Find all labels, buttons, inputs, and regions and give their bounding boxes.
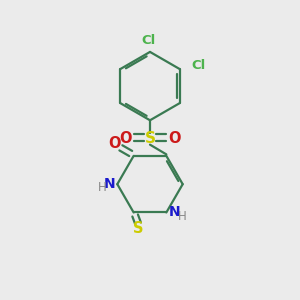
Text: S: S [145,131,155,146]
Text: O: O [109,136,121,151]
Text: N: N [103,177,115,191]
Text: O: O [168,131,181,146]
Text: Cl: Cl [191,59,205,72]
Text: H: H [177,210,186,223]
Text: S: S [133,221,143,236]
Text: Cl: Cl [141,34,156,46]
Text: O: O [119,131,132,146]
Text: H: H [98,181,106,194]
Text: N: N [169,206,180,220]
